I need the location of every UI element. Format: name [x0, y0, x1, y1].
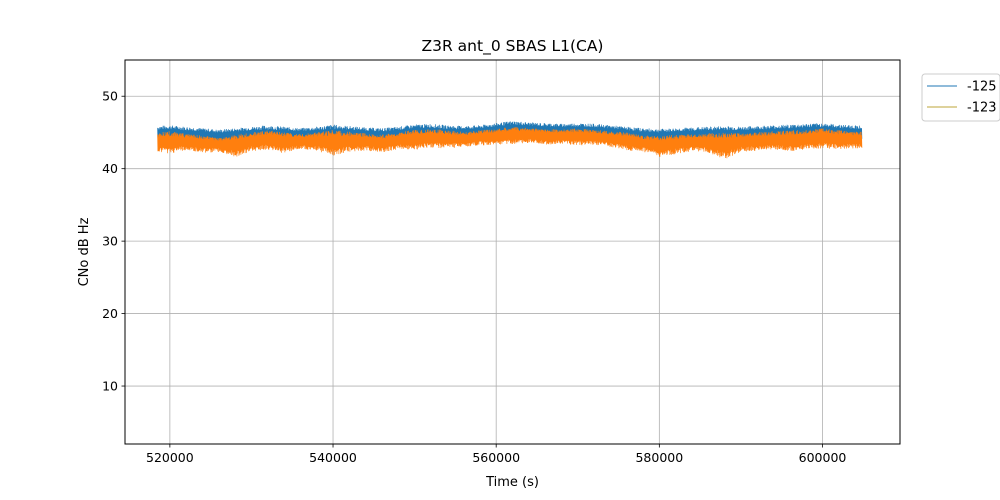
- legend-label: -125: [967, 80, 997, 95]
- legend: -125 -123: [921, 73, 1000, 122]
- y-tick-label: 40: [102, 161, 118, 176]
- series-layer: [157, 121, 863, 159]
- x-axis-title: Time (s): [485, 475, 539, 490]
- grid: [125, 60, 900, 444]
- series-line--123: [157, 127, 863, 159]
- y-axis-title: CNo dB Hz: [77, 217, 92, 286]
- x-tick-label: 520000: [146, 450, 194, 465]
- plot-frame: [124, 59, 901, 445]
- x-tick-label: 600000: [799, 450, 847, 465]
- y-tick-label: 50: [102, 89, 118, 104]
- legend-label: -123: [967, 101, 997, 116]
- axis-ticks: 520000 540000 560000 580000 600000 10 20 30 40 50: [102, 89, 846, 465]
- x-tick-label: 580000: [635, 450, 683, 465]
- y-tick-label: 10: [102, 379, 118, 394]
- y-tick-label: 30: [102, 234, 118, 249]
- y-tick-label: 20: [102, 306, 118, 321]
- x-tick-label: 560000: [472, 450, 520, 465]
- x-tick-label: 540000: [309, 450, 357, 465]
- chart-title: Z3R ant_0 SBAS L1(CA): [422, 37, 604, 56]
